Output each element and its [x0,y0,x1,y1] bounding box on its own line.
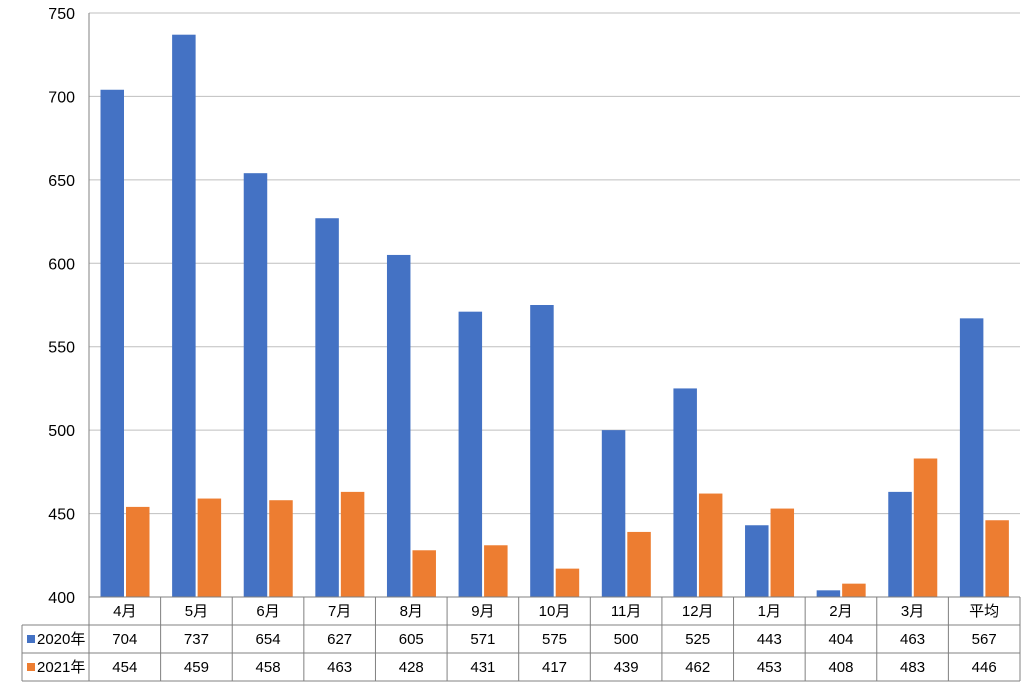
x-tick-label: 10月 [539,603,571,620]
data-table-value: 627 [327,631,352,648]
data-table-value: 454 [112,659,137,676]
data-table-value: 500 [614,631,639,648]
x-tick-label: 11月 [611,603,642,620]
legend-key [27,663,35,671]
y-tick-label: 450 [48,507,75,524]
data-table-value: 446 [972,659,997,676]
data-table-value: 453 [757,659,782,676]
x-tick-label: 2月 [829,603,852,620]
bar-series1 [315,218,339,597]
x-tick-label: 3月 [901,603,924,620]
x-tick-label: 7月 [328,603,351,620]
data-table-value: 605 [399,631,424,648]
bar-series2 [555,568,580,597]
data-table-value: 525 [685,631,710,648]
data-table-value: 428 [399,659,424,676]
bar-series2 [698,493,723,597]
bar-series1 [386,254,411,597]
data-table-value: 575 [542,631,567,648]
data-table-value: 458 [256,659,281,676]
bar-series1 [172,34,196,598]
bar-series1 [816,590,841,597]
bar-series1 [100,89,124,598]
data-table-value: 408 [828,659,853,676]
data-table-value: 404 [828,631,853,648]
bar-series2 [269,500,293,597]
data-table-value: 654 [256,631,281,648]
bar-series1 [458,311,483,597]
bar-series2 [126,506,150,597]
data-table-value: 704 [112,631,137,648]
y-tick-label: 600 [48,256,75,273]
y-tick-label: 550 [48,340,75,357]
data-table-value: 571 [470,631,495,648]
y-tick-label: 650 [48,173,75,190]
data-table-value: 567 [972,631,997,648]
bar-series1 [530,305,554,597]
data-table-value: 463 [900,631,925,648]
data-table-value: 431 [470,659,495,676]
bar-series2 [770,508,795,597]
bar-series2 [627,531,651,597]
data-table-value: 462 [685,659,710,676]
data-table-value: 439 [614,659,639,676]
bar-series1 [959,318,984,597]
y-tick-label: 700 [48,89,75,106]
bar-series2 [985,520,1009,597]
bar-series2 [913,458,938,597]
x-tick-label: 平均 [969,603,999,620]
y-tick-label: 400 [48,590,75,607]
y-tick-label: 750 [48,6,75,23]
data-table-value: 459 [184,659,209,676]
x-tick-label: 12月 [682,603,714,620]
x-tick-label: 1月 [758,603,781,620]
bar-series1 [673,388,697,597]
legend-label: 2021年 [37,659,85,676]
data-table-value: 417 [542,659,567,676]
bar-series2 [484,545,508,597]
bar-series2 [842,583,866,597]
x-tick-label: 5月 [185,603,208,620]
x-tick-label: 6月 [256,603,279,620]
x-tick-label: 9月 [471,603,494,620]
bar-series1 [745,525,769,597]
x-tick-label: 8月 [400,603,423,620]
bar-series2 [412,550,436,597]
bar-series1 [243,173,268,597]
legend-label: 2020年 [37,631,85,648]
y-tick-label: 500 [48,423,75,440]
data-table-value: 443 [757,631,782,648]
bar-series2 [340,491,365,597]
bar-series2 [197,498,222,597]
data-table-value: 463 [327,659,352,676]
data-table-value: 483 [900,659,925,676]
x-tick-label: 4月 [113,603,136,620]
bar-series1 [601,430,626,597]
bar-series1 [888,491,912,597]
data-table-value: 737 [184,631,209,648]
legend-key [27,635,35,643]
